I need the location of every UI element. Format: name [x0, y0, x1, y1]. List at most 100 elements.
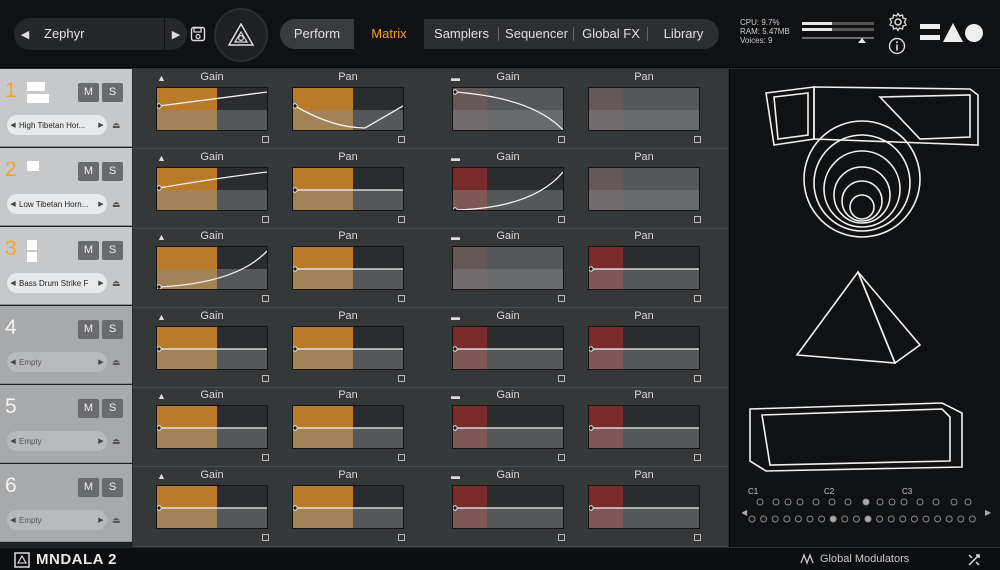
mute-button[interactable]: M [78, 399, 99, 418]
black-key[interactable] [888, 498, 896, 506]
white-key[interactable] [818, 515, 826, 523]
mute-button[interactable]: M [78, 162, 99, 181]
black-key[interactable] [828, 498, 836, 506]
expand-icon[interactable] [558, 533, 565, 541]
eject-icon[interactable]: ⏏ [112, 436, 121, 446]
eject-icon[interactable]: ⏏ [112, 357, 121, 367]
solo-button[interactable]: S [102, 320, 123, 339]
solo-button[interactable]: S [102, 162, 123, 181]
expand-icon[interactable] [694, 533, 701, 541]
expand-icon[interactable] [398, 454, 405, 461]
tab-sequencer[interactable]: Sequencer [499, 19, 574, 49]
tab-global-fx[interactable]: Global FX [574, 19, 648, 49]
eject-icon[interactable]: ⏏ [112, 515, 121, 525]
white-key[interactable] [899, 515, 907, 523]
expand-icon[interactable] [558, 295, 565, 302]
modulation-curve-editor[interactable] [588, 87, 700, 131]
modulation-curve-editor[interactable] [588, 325, 700, 370]
expand-icon[interactable] [262, 136, 269, 143]
white-key[interactable] [771, 515, 779, 523]
sample-selector[interactable]: ◀ Empty ▶ [7, 431, 107, 451]
white-key[interactable] [957, 515, 965, 523]
white-key[interactable] [841, 515, 849, 523]
modulation-curve-editor[interactable] [156, 484, 268, 529]
expand-icon[interactable] [398, 215, 405, 223]
mute-button[interactable]: M [78, 320, 99, 339]
expand-icon[interactable] [694, 136, 701, 143]
save-icon[interactable] [190, 26, 206, 42]
expand-icon[interactable] [558, 136, 565, 143]
modulation-curve-editor[interactable] [292, 166, 404, 211]
modulation-curve-editor[interactable] [588, 166, 700, 211]
sample-next-icon[interactable]: ▶ [98, 122, 104, 129]
mute-button[interactable]: M [78, 241, 99, 260]
preset-next-icon[interactable]: ▶ [171, 28, 181, 41]
expand-icon[interactable] [694, 374, 701, 382]
eject-icon[interactable]: ⏏ [112, 120, 121, 130]
track-slot[interactable]: 4 M S ◀ Empty ▶ ⏏ [0, 306, 132, 384]
expand-icon[interactable] [398, 136, 405, 143]
expand-icon[interactable] [694, 215, 701, 223]
white-key[interactable] [864, 515, 872, 523]
expand-icon[interactable] [558, 215, 565, 223]
white-key[interactable] [887, 515, 895, 523]
modulation-curve-editor[interactable] [156, 87, 268, 131]
white-key[interactable] [934, 515, 942, 523]
sample-next-icon[interactable]: ▶ [98, 438, 104, 445]
keyboard-left-arrow-icon[interactable]: ◀ [742, 508, 748, 517]
modulation-curve-editor[interactable] [452, 484, 564, 529]
black-key[interactable] [876, 498, 884, 506]
sample-prev-icon[interactable]: ◀ [10, 517, 16, 524]
sample-next-icon[interactable]: ▶ [98, 280, 104, 287]
preset-prev-icon[interactable]: ◀ [20, 28, 30, 41]
modulation-curve-editor[interactable] [292, 87, 404, 131]
sample-prev-icon[interactable]: ◀ [10, 122, 16, 129]
black-key[interactable] [796, 498, 804, 506]
tools-icon[interactable] [966, 552, 982, 568]
sample-prev-icon[interactable]: ◀ [10, 280, 16, 287]
black-key[interactable] [784, 498, 792, 506]
modulation-curve-editor[interactable] [156, 246, 268, 290]
black-key[interactable] [932, 498, 940, 506]
black-key[interactable] [900, 498, 908, 506]
info-icon[interactable] [888, 37, 906, 55]
track-slot[interactable]: 3 M S ◀ Bass Drum Strike F ▶ ⏏ [0, 227, 132, 305]
white-key[interactable] [748, 515, 756, 523]
expand-icon[interactable] [558, 454, 565, 461]
track-slot[interactable]: 1 M S ◀ High Tibetan Hor... ▶ ⏏ [0, 69, 132, 147]
black-key[interactable] [772, 498, 780, 506]
modulation-curve-editor[interactable] [452, 166, 564, 211]
solo-button[interactable]: S [102, 83, 123, 102]
modulation-curve-editor[interactable] [156, 325, 268, 370]
modulation-curve-editor[interactable] [292, 405, 404, 449]
sample-selector[interactable]: ◀ Empty ▶ [7, 352, 107, 372]
expand-icon[interactable] [694, 454, 701, 461]
modulation-curve-editor[interactable] [292, 246, 404, 290]
white-key[interactable] [945, 515, 953, 523]
preset-selector[interactable]: ◀ Zephyr ▶ [14, 18, 187, 50]
sample-selector[interactable]: ◀ Low Tibetan Horn... ▶ [7, 194, 107, 214]
black-key[interactable] [756, 498, 764, 506]
black-key[interactable] [844, 498, 852, 506]
white-key[interactable] [876, 515, 884, 523]
sample-prev-icon[interactable]: ◀ [10, 438, 16, 445]
sample-next-icon[interactable]: ▶ [98, 359, 104, 366]
expand-icon[interactable] [398, 374, 405, 382]
keyboard-right-arrow-icon[interactable]: ▶ [985, 508, 992, 517]
black-key[interactable] [950, 498, 958, 506]
mandala-logo-button[interactable] [214, 8, 268, 62]
modulation-curve-editor[interactable] [452, 246, 564, 290]
modulation-curve-editor[interactable] [452, 87, 564, 131]
white-key[interactable] [968, 515, 976, 523]
track-slot[interactable]: 2 M S ◀ Low Tibetan Horn... ▶ ⏏ [0, 148, 132, 226]
tab-perform[interactable]: Perform [280, 19, 354, 49]
eject-icon[interactable]: ⏏ [112, 278, 121, 288]
expand-icon[interactable] [398, 295, 405, 302]
solo-button[interactable]: S [102, 241, 123, 260]
expand-icon[interactable] [262, 215, 269, 223]
solo-button[interactable]: S [102, 478, 123, 497]
global-modulators-button[interactable]: Global Modulators [800, 553, 909, 565]
mute-button[interactable]: M [78, 478, 99, 497]
white-key[interactable] [829, 515, 837, 523]
solo-button[interactable]: S [102, 399, 123, 418]
